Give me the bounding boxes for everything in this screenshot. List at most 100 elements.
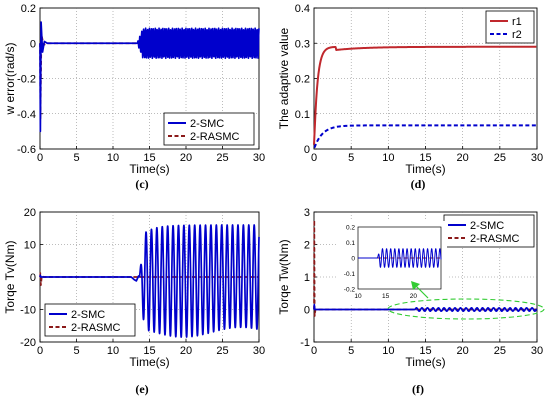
y-tick-label: 0.3 [295, 38, 310, 50]
y-tick-label: -1 [300, 337, 310, 349]
x-axis-label: Time(s) [129, 162, 169, 176]
x-tick-label: 5 [348, 152, 354, 164]
chart-panel-d: 0 5 10 15 20 25 30 0.4 0.3 0.2 0.1 0 Time(s) The adap… [277, 3, 543, 191]
y-tick-label: 10 [24, 240, 36, 252]
series-line-2-smc [39, 224, 260, 338]
chart-panel-e: 0 5 10 15 20 25 30 20 10 0 -10 -20 Time(s) Torqe Tv(N… [3, 207, 265, 396]
x-tick-label: 10 [107, 152, 119, 164]
series-line-2-smc [39, 21, 260, 133]
y-tick-label: 3 [304, 207, 310, 219]
y-tick-label: 0 [30, 38, 36, 50]
legend-label: 2-SMC [71, 309, 105, 321]
y-tick-label: 0 [304, 305, 310, 317]
x-tick-label: 0 [37, 345, 43, 357]
x-tick-label: 5 [348, 345, 354, 357]
x-tick-label: 15 [419, 345, 431, 357]
legend-box [163, 112, 255, 146]
y-tick-label: 0.4 [295, 3, 310, 15]
y-tick-label: 20 [24, 207, 36, 219]
inset-x-tick-label: 20 [410, 293, 418, 300]
series-line-2-rasmc [39, 272, 259, 286]
y-axis-label: The adaptive value [277, 27, 291, 129]
y-tick-label: 0 [30, 272, 36, 284]
zoom-region-ellipse [387, 298, 545, 320]
legend-label: r2 [512, 29, 522, 41]
x-tick-label: 20 [457, 152, 469, 164]
legend-box [485, 10, 535, 44]
x-tick-label: 30 [253, 345, 265, 357]
series-line-r1 [313, 45, 537, 145]
x-tick-label: 25 [494, 152, 506, 164]
inset-y-tick-label: -0.1 [344, 271, 356, 278]
y-tick-label: -10 [20, 305, 36, 317]
series-line-r2 [313, 124, 537, 149]
legend-label: 2-RASMC [71, 322, 121, 334]
x-tick-label: 0 [311, 152, 317, 164]
y-axis-label: w error(rad/s) [3, 42, 17, 115]
inset-x-tick-label: 15 [382, 293, 390, 300]
x-tick-label: 15 [419, 152, 431, 164]
x-tick-label: 30 [253, 152, 265, 164]
legend-label: 2-RASMC [190, 131, 240, 143]
x-tick-label: 10 [382, 345, 394, 357]
x-tick-label: 15 [143, 345, 155, 357]
x-tick-label: 5 [73, 345, 79, 357]
x-tick-label: 0 [37, 152, 43, 164]
y-tick-label: -0.2 [17, 74, 36, 86]
x-tick-label: 10 [107, 345, 119, 357]
series-line-2-rasmc [313, 219, 537, 317]
x-tick-label: 25 [494, 345, 506, 357]
x-tick-label: 20 [180, 345, 192, 357]
y-tick-label: -20 [20, 337, 36, 349]
x-tick-label: 30 [531, 152, 543, 164]
legend-label: 2-SMC [470, 220, 504, 232]
inset-series-2-smc [358, 248, 442, 268]
panel-caption: (f) [412, 382, 424, 396]
y-axis-label: Torqe Tw(Nm) [277, 239, 291, 314]
y-tick-label: 1 [304, 272, 310, 284]
legend-box [44, 303, 136, 337]
chart-panel-c: 0 5 10 15 20 25 30 0.2 0 -0.2 -0.4 -0.6 Time(s) w err… [3, 3, 265, 191]
legend-box [443, 214, 535, 248]
zoom-arrow [415, 285, 429, 299]
x-tick-label: 25 [216, 152, 228, 164]
legend-label: 2-RASMC [470, 233, 520, 245]
x-tick-label: 30 [531, 345, 543, 357]
panel-caption: (d) [411, 177, 426, 191]
x-tick-label: 5 [73, 152, 79, 164]
x-tick-label: 10 [382, 152, 394, 164]
inset-y-tick-label: -0.2 [344, 287, 356, 294]
zoom-arrow-head [411, 281, 420, 290]
y-tick-label: 0.2 [295, 74, 310, 86]
x-tick-label: 20 [457, 345, 469, 357]
inset-plot: 10 15 20 0.2 0.1 0 -0.1 -0.2 [337, 221, 447, 305]
inset-x-tick-label: 10 [354, 293, 362, 300]
y-tick-label: 0 [304, 144, 310, 156]
x-axis-label: Time(s) [129, 355, 169, 369]
x-tick-label: 0 [311, 345, 317, 357]
inset-y-tick-label: 0.2 [346, 225, 355, 232]
x-tick-label: 15 [143, 152, 155, 164]
y-tick-label: -0.4 [17, 109, 36, 121]
panel-caption: (e) [135, 382, 148, 396]
inset-y-tick-label: 0 [351, 256, 355, 263]
y-tick-label: 0.2 [21, 3, 36, 15]
y-tick-label: 0.1 [295, 109, 310, 121]
legend-label: 2-SMC [190, 118, 224, 130]
x-axis-label: Time(s) [405, 162, 445, 176]
x-tick-label: 25 [216, 345, 228, 357]
inset-y-tick-label: 0.1 [346, 240, 355, 247]
x-tick-label: 20 [180, 152, 192, 164]
y-axis-label: Torqe Tv(Nm) [3, 240, 17, 313]
y-tick-label: 2 [304, 240, 310, 252]
y-tick-label: -0.6 [17, 144, 36, 156]
legend-label: r1 [512, 16, 522, 28]
panel-caption: (c) [135, 177, 148, 191]
x-axis-label: Time(s) [405, 355, 445, 369]
